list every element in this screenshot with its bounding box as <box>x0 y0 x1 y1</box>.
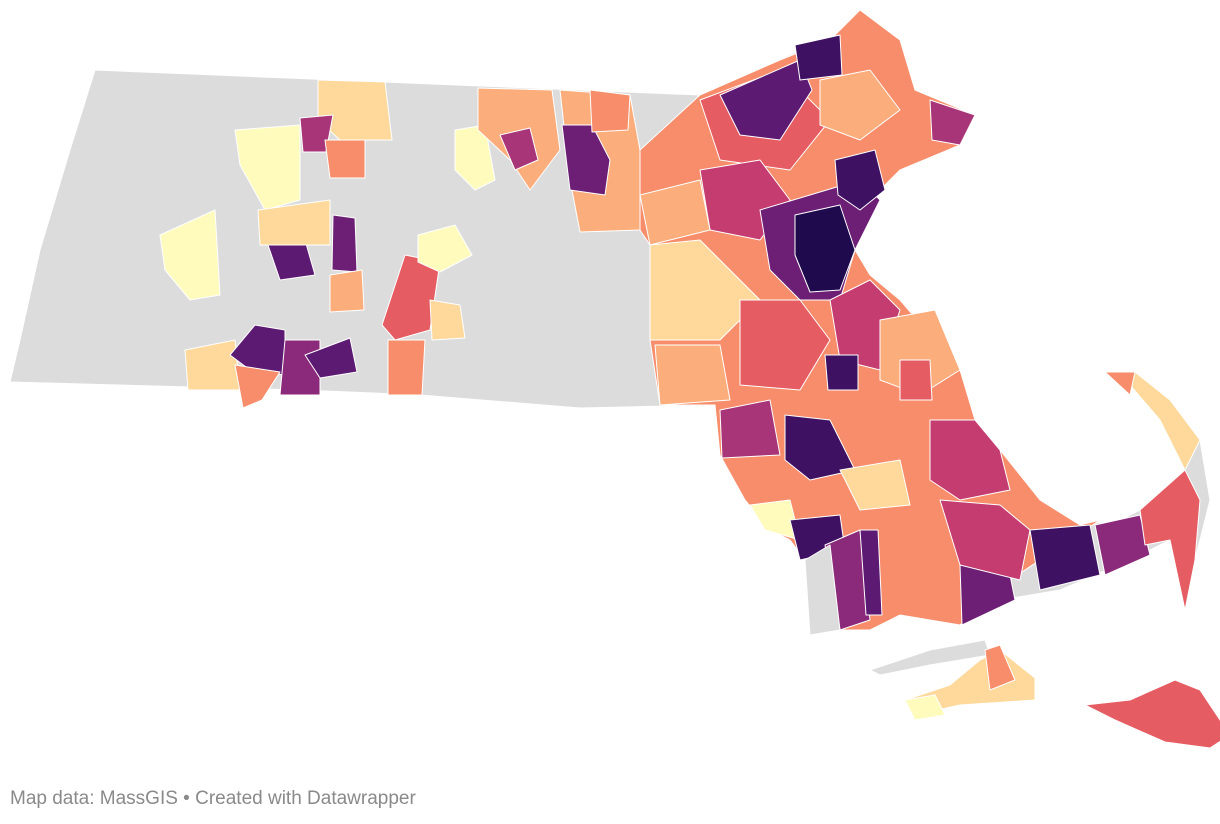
town <box>257 199 331 246</box>
town <box>324 139 366 179</box>
town <box>589 89 631 133</box>
town <box>929 419 1011 501</box>
town <box>331 214 358 273</box>
town <box>654 344 731 406</box>
town <box>329 269 365 313</box>
town <box>639 179 711 246</box>
island <box>984 644 1016 691</box>
town <box>794 204 856 293</box>
island <box>904 694 946 721</box>
town <box>719 59 813 141</box>
town <box>1104 371 1201 471</box>
town <box>234 124 301 211</box>
town <box>159 209 221 301</box>
town <box>299 114 334 153</box>
town <box>824 354 859 391</box>
town <box>859 529 883 616</box>
island <box>1084 679 1220 749</box>
credit: Map data: MassGIS • Created with Datawra… <box>10 788 416 809</box>
town <box>317 79 393 141</box>
town <box>794 34 843 81</box>
town <box>1029 524 1101 591</box>
town <box>561 124 611 196</box>
town <box>1139 469 1201 611</box>
town <box>719 399 781 459</box>
town <box>819 69 901 141</box>
town <box>839 459 911 511</box>
town <box>387 339 426 396</box>
town <box>499 127 539 171</box>
town <box>234 364 281 409</box>
town <box>739 299 831 391</box>
town <box>1104 371 1136 396</box>
map <box>9 9 1220 749</box>
town <box>304 337 358 379</box>
town <box>1094 514 1151 576</box>
town <box>939 499 1031 581</box>
town <box>804 544 841 636</box>
town <box>417 224 473 273</box>
town <box>784 414 856 481</box>
town <box>929 99 976 146</box>
town <box>899 359 933 401</box>
town <box>834 149 886 211</box>
town <box>429 299 466 341</box>
